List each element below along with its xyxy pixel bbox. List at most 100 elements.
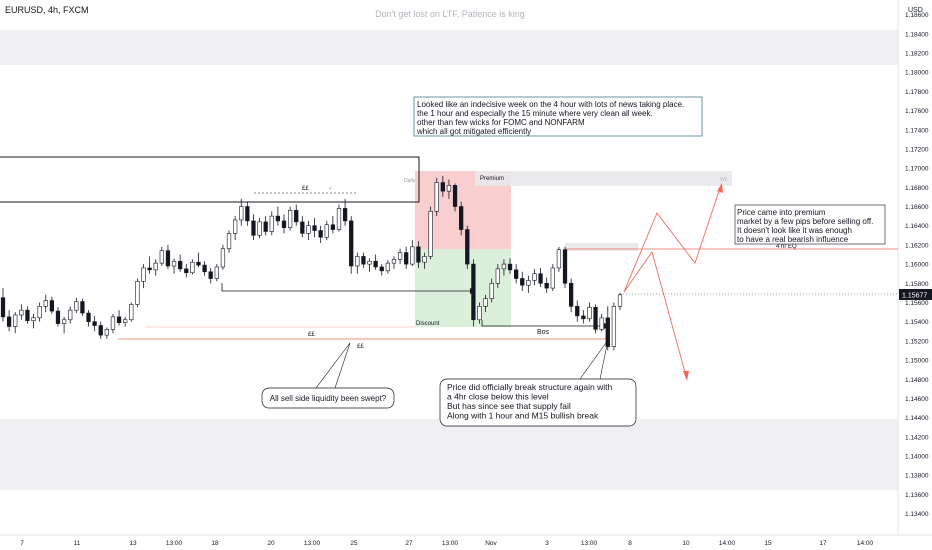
candle-bullish bbox=[68, 309, 73, 321]
eq-label: 4 hr EQ bbox=[776, 244, 797, 250]
candle-bullish bbox=[556, 249, 562, 269]
price-tick-label: 1.16800 bbox=[905, 185, 929, 192]
candle-bullish bbox=[434, 182, 439, 212]
candle-bearish bbox=[471, 263, 476, 321]
currency-label: USD bbox=[908, 7, 923, 14]
price-tick-label: 1.15200 bbox=[905, 338, 929, 345]
candle-bearish bbox=[6, 316, 12, 327]
projection-path bbox=[623, 187, 721, 293]
candle-bullish bbox=[477, 306, 482, 321]
structure-arrow-1 bbox=[221, 283, 470, 292]
candle-bullish bbox=[43, 300, 48, 307]
projection-arrow-down-icon bbox=[683, 371, 689, 381]
price-tick-label: 1.17200 bbox=[905, 146, 929, 153]
candle-bearish bbox=[538, 273, 543, 284]
candle-bearish bbox=[80, 301, 85, 314]
candle-bullish bbox=[489, 282, 494, 299]
candle-bearish bbox=[318, 230, 323, 238]
candle-bearish bbox=[92, 321, 97, 326]
price-tick-label: 1.14400 bbox=[905, 415, 929, 422]
time-axis[interactable]: 7 11 13 13:00 18 20 13:00 25 27 13:00 Nov 3 13:00 8 10… bbox=[20, 540, 873, 547]
price-tick-label: 1.14600 bbox=[905, 396, 929, 403]
note-line: Along with 1 hour and M15 bullish break bbox=[447, 411, 599, 421]
candle-bullish bbox=[220, 248, 226, 268]
candle-bullish bbox=[324, 224, 329, 238]
candle-bullish bbox=[31, 317, 36, 322]
candle-bearish bbox=[184, 268, 189, 274]
note-line: which all got mitigated efficiently bbox=[416, 127, 531, 136]
price-tick-label: 1.16400 bbox=[905, 223, 929, 230]
candle-bearish bbox=[465, 229, 470, 265]
candle-bearish bbox=[165, 250, 171, 267]
candle-bullish bbox=[226, 233, 232, 250]
price-tick-label: 1.18600 bbox=[905, 12, 929, 19]
note-line: a 4hr close below this level bbox=[447, 392, 549, 402]
note-line: Price came into premium bbox=[737, 208, 826, 217]
bos-arrow bbox=[481, 320, 606, 327]
price-tick-label: 1.15000 bbox=[905, 358, 929, 365]
candle-bearish bbox=[330, 224, 336, 230]
candle-bearish bbox=[349, 220, 354, 267]
time-tick-label: 17 bbox=[819, 540, 827, 547]
time-band-bottom bbox=[0, 419, 898, 490]
candle-bearish bbox=[300, 221, 305, 234]
time-tick-label: 13:00 bbox=[166, 540, 183, 547]
discount-zone bbox=[415, 249, 511, 327]
candle-bullish bbox=[526, 280, 531, 286]
premium-label: Premium bbox=[480, 176, 504, 182]
candle-bullish bbox=[19, 309, 24, 316]
note-line: to have a real bearish influence bbox=[737, 235, 849, 244]
time-tick-label: 13:00 bbox=[442, 540, 459, 547]
chart-watermark-title: Don't get lost on LTF, Patience is king bbox=[375, 9, 525, 19]
candle-bullish bbox=[410, 246, 415, 265]
candle-bullish bbox=[159, 250, 164, 264]
candle-bullish bbox=[123, 319, 128, 323]
time-tick-label: 14:00 bbox=[719, 540, 736, 547]
time-tick-label: 8 bbox=[628, 540, 632, 547]
candle-bearish bbox=[116, 316, 122, 323]
candle-bearish bbox=[245, 206, 250, 222]
daily-label: Daily bbox=[404, 178, 416, 184]
candle-bearish bbox=[575, 306, 580, 317]
candle-bullish bbox=[495, 268, 500, 284]
price-tick-label: 1.17000 bbox=[905, 166, 929, 173]
candle-bullish bbox=[367, 260, 372, 265]
candle-bullish bbox=[141, 267, 146, 282]
note-line: Price did officially break structure aga… bbox=[447, 382, 612, 392]
candle-bullish bbox=[428, 211, 433, 257]
time-tick-label: 10 bbox=[682, 540, 690, 547]
candle-bearish bbox=[440, 182, 445, 192]
candle-bearish bbox=[294, 210, 299, 223]
candle-bearish bbox=[281, 220, 287, 228]
price-tick-label: 1.16600 bbox=[905, 204, 929, 211]
liquidity-callout-text: All sell side liquidity been swept? bbox=[270, 394, 387, 403]
bos-label: Bos bbox=[537, 329, 550, 336]
candle-bearish bbox=[373, 260, 378, 268]
price-axis[interactable]: 1.18600 1.18400 1.18200 1.18000 1.17800 1.176… bbox=[905, 12, 929, 518]
time-tick-label: 14:00 bbox=[857, 540, 874, 547]
equal-lows-label-2: ££ bbox=[357, 344, 364, 350]
price-tick-label: 1.15800 bbox=[905, 281, 929, 288]
candle-bullish bbox=[239, 206, 244, 221]
candle-bullish bbox=[422, 256, 427, 263]
liquidity-callout-box bbox=[261, 387, 395, 409]
note-line: It doesn't look like it was enough bbox=[737, 226, 852, 235]
candle-bearish bbox=[342, 208, 348, 222]
candle-bearish bbox=[208, 271, 213, 279]
price-tick-label: 1.17400 bbox=[905, 127, 929, 134]
candle-bearish bbox=[514, 269, 519, 279]
equal-highs-label: ££ bbox=[302, 186, 309, 192]
note-line: the 1 hour and especially the 15 minute … bbox=[417, 109, 653, 118]
time-tick-label: Nov bbox=[485, 540, 497, 547]
candle-bullish bbox=[153, 262, 158, 271]
candle-bearish bbox=[605, 317, 610, 347]
projection-arrow-up-icon bbox=[717, 183, 723, 193]
time-tick-label: 13:00 bbox=[304, 540, 321, 547]
note-top-text: Looked like an indecisive week on the 4 … bbox=[416, 100, 684, 136]
candle-bullish bbox=[61, 319, 67, 324]
time-tick-label: 13:00 bbox=[581, 540, 598, 547]
candles-group bbox=[0, 175, 623, 351]
candle-bullish bbox=[391, 259, 397, 264]
